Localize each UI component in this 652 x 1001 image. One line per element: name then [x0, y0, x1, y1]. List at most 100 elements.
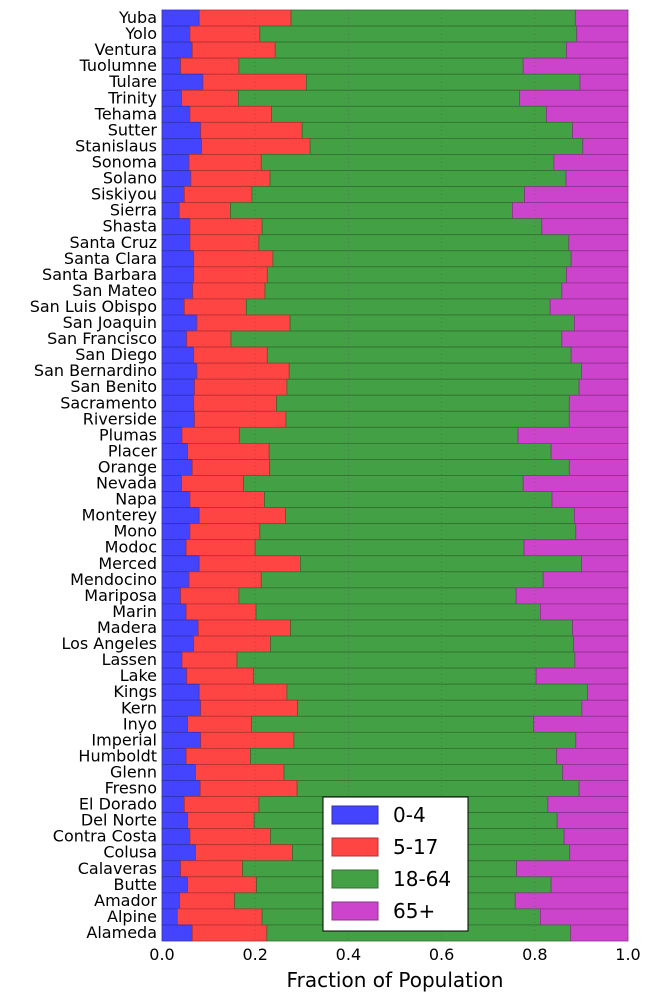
bar-65+-shasta [541, 218, 629, 236]
bar-0-4-fresno [161, 780, 201, 797]
county-label: Sierra [110, 201, 157, 220]
bar-18-64-orange [269, 459, 570, 476]
bar-0-4-calaveras [161, 860, 182, 878]
county-label: Mono [113, 522, 157, 541]
county-label: Sutter [108, 120, 158, 139]
county-label: Santa Barbara [42, 265, 157, 284]
bar-18-64-mono [259, 523, 577, 541]
county-label: Alameda [86, 923, 157, 942]
legend-swatch-18-64 [331, 869, 379, 889]
county-label: San Luis Obispo [30, 297, 157, 316]
bar-18-64-marin [255, 603, 541, 621]
bar-18-64-plumas [238, 426, 519, 444]
bar-65+-san-mateo [561, 282, 629, 300]
bar-65+-santa-barbara [566, 266, 629, 284]
county-label: Ventura [95, 40, 157, 59]
bar-5-17-calaveras [180, 860, 244, 878]
bar-18-64-tulare [306, 73, 581, 91]
bar-5-17-mariposa [180, 587, 240, 605]
bar-5-17-monterey [198, 507, 286, 525]
bar-0-4-colusa [161, 844, 196, 862]
county-label: San Benito [70, 377, 157, 396]
bar-0-4-los-angeles [161, 635, 195, 653]
bar-18-64-fresno [296, 780, 580, 797]
county-label: Santa Clara [64, 249, 157, 268]
bar-0-4-riverside [161, 410, 196, 428]
bar-5-17-santa-barbara [193, 266, 268, 284]
x-tick-label: 0.4 [336, 945, 361, 964]
bar-18-64-yolo [259, 25, 578, 43]
bar-18-64-napa [264, 491, 553, 509]
bar-65+-kern [581, 699, 629, 717]
bar-0-4-alameda [161, 924, 193, 942]
bar-0-4-san-francisco [161, 330, 188, 348]
county-label: Orange [98, 457, 157, 476]
bar-0-4-trinity [161, 89, 182, 107]
county-labels: YubaYoloVenturaTuolumneTulareTrinityTeha… [30, 8, 158, 942]
bar-5-17-san-diego [193, 346, 268, 364]
bar-0-4-madera [161, 619, 199, 637]
bar-5-17-del-norte [187, 812, 255, 830]
county-label: Kings [113, 682, 157, 701]
bar-18-64-santa-cruz [258, 234, 570, 252]
bar-0-4-kern [161, 699, 202, 717]
bar-18-64-lake [252, 667, 537, 685]
bar-18-64-los-angeles [270, 635, 574, 653]
bar-65+-inyo [533, 715, 629, 733]
legend-label: 65+ [393, 899, 435, 923]
county-label: Tuolumne [79, 56, 157, 75]
county-label: Trinity [107, 88, 157, 107]
bar-65+-siskiyou [524, 186, 629, 204]
bar-5-17-solano [190, 170, 271, 187]
county-label: Nevada [96, 474, 157, 493]
legend-label: 5-17 [393, 835, 438, 859]
bar-65+-modoc [523, 539, 629, 557]
county-label: Humboldt [78, 746, 157, 765]
bar-65+-yuba [574, 9, 629, 27]
county-label: Contra Costa [53, 827, 157, 846]
bar-0-4-sonoma [161, 154, 190, 171]
bar-0-4-kings [161, 683, 200, 701]
bar-0-4-merced [161, 555, 200, 573]
county-label: San Diego [75, 345, 157, 364]
county-label: Mendocino [70, 570, 157, 589]
bar-65+-lassen [574, 651, 629, 669]
bar-0-4-lassen [161, 651, 183, 669]
bar-65+-del-norte [556, 812, 629, 830]
bar-65+-tehama [546, 105, 629, 123]
bar-5-17-san-bernardino [196, 362, 290, 380]
bar-18-64-merced [300, 555, 582, 573]
bar-65+-imperial [575, 731, 629, 749]
county-label: Napa [115, 490, 157, 509]
bar-0-4-shasta [161, 218, 191, 236]
bar-18-64-stanislaus [309, 138, 584, 155]
bar-65+-kings [587, 683, 629, 701]
bar-65+-monterey [574, 507, 629, 525]
bar-18-64-san-luis-obispo [245, 298, 551, 316]
bar-5-17-glenn [195, 764, 285, 781]
county-label: Modoc [105, 538, 157, 557]
bar-5-17-madera [197, 619, 292, 637]
bar-5-17-lake [186, 667, 254, 685]
bar-5-17-kern [200, 699, 299, 717]
bar-18-64-sutter [301, 121, 573, 139]
bar-5-17-plumas [181, 426, 240, 444]
county-label: Glenn [110, 762, 157, 781]
county-label: Placer [108, 441, 158, 460]
legend: 0-4 5-17 18-64 65+ [322, 796, 469, 932]
county-label: Sonoma [92, 152, 157, 171]
bar-0-4-santa-cruz [161, 234, 191, 252]
county-label: San Bernardino [34, 361, 157, 380]
bar-5-17-tuolumne [180, 57, 240, 75]
bar-0-4-san-diego [161, 346, 195, 364]
bar-5-17-yolo [189, 25, 261, 43]
bar-5-17-trinity [181, 89, 239, 107]
bar-65+-san-francisco [561, 330, 629, 348]
county-label: Plumas [99, 425, 157, 444]
bar-18-64-kings [286, 683, 588, 701]
county-label: Imperial [91, 730, 157, 749]
bar-0-4-ventura [161, 41, 193, 59]
bar-0-4-san-joaquin [161, 314, 198, 332]
bar-18-64-yuba [290, 9, 576, 27]
